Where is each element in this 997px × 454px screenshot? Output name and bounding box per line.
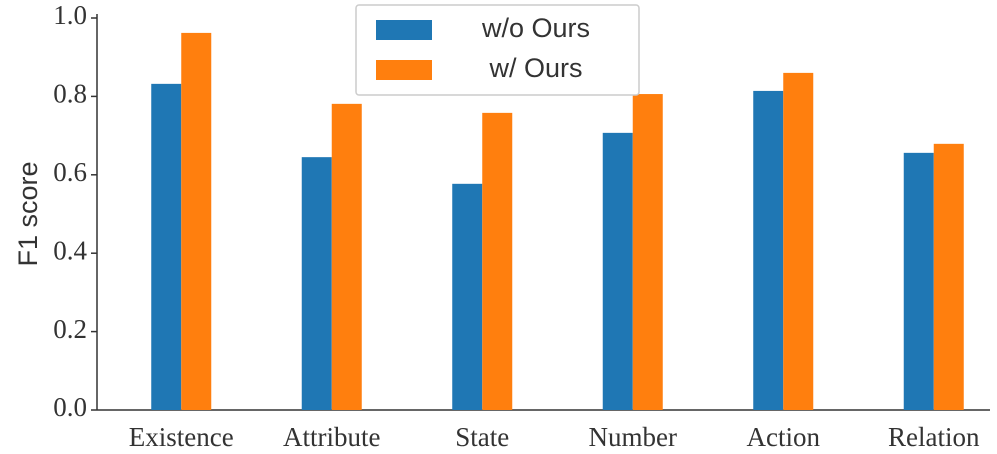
- bar: [602, 132, 633, 410]
- x-tick-label: Existence: [129, 422, 234, 452]
- bar: [753, 90, 784, 411]
- bar: [903, 152, 934, 410]
- x-tick-label: Action: [747, 422, 821, 452]
- legend-swatch: [376, 20, 432, 40]
- bar: [783, 72, 814, 410]
- bar: [452, 183, 483, 410]
- legend-swatch: [376, 60, 432, 80]
- legend-label: w/o Ours: [481, 13, 590, 43]
- x-tick-label: Number: [589, 422, 677, 452]
- bar: [181, 32, 212, 411]
- y-tick-label: 0.8: [53, 79, 87, 109]
- y-tick-label: 0.0: [53, 392, 87, 422]
- y-tick-label: 0.2: [53, 314, 87, 344]
- bar: [933, 143, 964, 410]
- y-tick-label: 0.6: [53, 157, 87, 187]
- bar: [151, 83, 182, 410]
- y-tick-label: 0.4: [53, 235, 87, 265]
- bar: [482, 112, 513, 410]
- bar: [331, 103, 362, 411]
- y-axis-label: F1 score: [13, 161, 43, 266]
- x-tick-label: Attribute: [283, 422, 380, 452]
- legend-label: w/ Ours: [488, 53, 582, 83]
- x-tick-label: Relation: [888, 422, 980, 452]
- x-tick-label: State: [455, 422, 509, 452]
- y-tick-label: 1.0: [53, 0, 87, 30]
- bar: [301, 157, 332, 410]
- bar: [632, 94, 663, 410]
